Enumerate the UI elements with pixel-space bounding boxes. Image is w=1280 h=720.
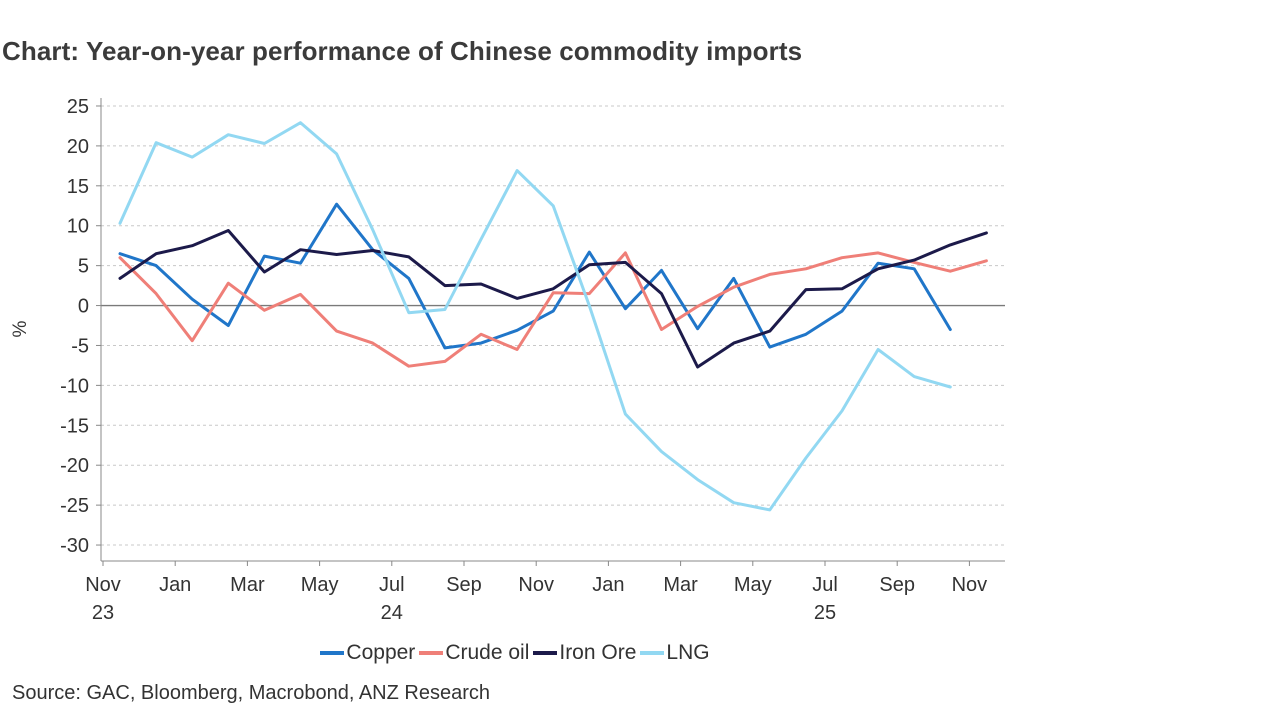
legend-label-iron-ore: Iron Ore: [559, 641, 637, 664]
legend-item-lng: LNG: [640, 641, 710, 665]
legend-label-lng: LNG: [666, 641, 710, 664]
legend-swatch-copper: [320, 651, 345, 655]
y-tick-labels: 25 20 15 10 5 0 -5 -10 -15 -20 -25 -30: [60, 96, 89, 557]
axes: [96, 98, 1005, 566]
y-axis-label: %: [10, 320, 31, 337]
x-tick-label: Mar: [663, 574, 698, 596]
line-chart: 25 20 15 10 5 0 -5 -10 -15 -20 -25 -30 Nov 23 Jan Mar M…: [10, 96, 1005, 624]
legend-swatch-lng: [640, 651, 665, 655]
series-line-crude-oil: [118, 251, 988, 368]
series-line-iron-ore: [118, 229, 988, 369]
x-tick-label: Jan: [159, 574, 191, 596]
y-tick-label: -10: [60, 375, 89, 397]
y-tick-label: -25: [60, 495, 89, 517]
series-line-lng: [118, 121, 952, 512]
x-tick-label: Sep: [446, 574, 482, 596]
legend-swatch-iron-ore: [533, 651, 558, 655]
y-tick-label: 5: [78, 256, 89, 278]
x-tick-label: Jul: [812, 574, 838, 596]
legend-item-copper: Copper: [320, 641, 415, 665]
y-tick-label: 0: [78, 296, 89, 318]
x-tick-label: May: [301, 574, 339, 596]
x-tick-label: Jan: [592, 574, 624, 596]
legend-label-crude-oil: Crude oil: [445, 641, 530, 664]
y-tick-label: 10: [67, 216, 89, 238]
x-tick-label: Jul: [379, 574, 405, 596]
x-tick-label: Nov: [518, 574, 554, 596]
legend-swatch-crude-oil: [419, 651, 444, 655]
x-tick-year-label: 24: [381, 602, 403, 624]
source-note: Source: GAC, Bloomberg, Macrobond, ANZ R…: [12, 682, 490, 704]
y-tick-label: -30: [60, 535, 89, 557]
x-tick-year-label: 23: [92, 602, 114, 624]
x-tick-label: Sep: [879, 574, 915, 596]
y-tick-label: -15: [60, 415, 89, 437]
chart-title: Chart: Year-on-year performance of Chine…: [2, 36, 803, 66]
legend-item-iron-ore: Iron Ore: [533, 641, 636, 665]
gridlines: [101, 105, 1005, 546]
y-tick-label: -5: [71, 335, 89, 357]
y-tick-label: 20: [67, 136, 89, 158]
y-tick-label: 25: [67, 96, 89, 118]
x-tick-labels: Nov 23 Jan Mar May Jul 24 Sep Nov Jan Mar May Jul 25 S…: [85, 574, 987, 624]
legend: Copper Crude oil Iron Ore LNG: [0, 641, 1030, 665]
y-tick-label: -20: [60, 455, 89, 477]
x-tick-label: May: [734, 574, 772, 596]
legend-item-crude-oil: Crude oil: [419, 641, 529, 665]
x-tick-label: Mar: [230, 574, 265, 596]
series-lines: [118, 121, 988, 512]
x-tick-label: Nov: [85, 574, 121, 596]
y-tick-label: 15: [67, 176, 89, 198]
x-tick-label: Nov: [952, 574, 988, 596]
x-tick-year-label: 25: [814, 602, 836, 624]
legend-label-copper: Copper: [346, 641, 416, 664]
